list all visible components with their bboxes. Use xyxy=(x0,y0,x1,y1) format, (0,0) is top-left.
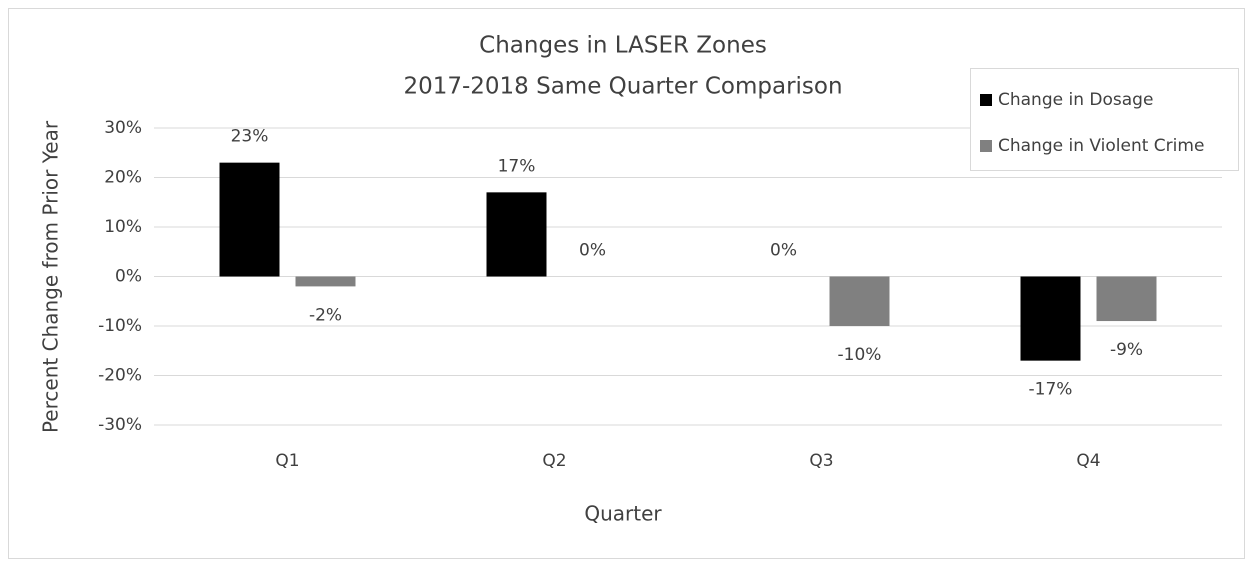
bar xyxy=(486,192,547,277)
legend-label: Change in Dosage xyxy=(998,90,1153,110)
chart-subtitle: 2017-2018 Same Quarter Comparison xyxy=(403,74,842,100)
x-tick-label: Q3 xyxy=(809,451,833,471)
bar xyxy=(219,162,280,277)
data-label: -2% xyxy=(309,305,342,325)
legend-label: Change in Violent Crime xyxy=(998,136,1204,156)
chart-title: Changes in LASER Zones xyxy=(479,33,767,59)
bar xyxy=(829,276,890,326)
y-axis-label: Percent Change from Prior Year xyxy=(39,120,63,433)
bar xyxy=(1020,276,1081,361)
x-tick-label: Q4 xyxy=(1076,451,1100,471)
x-tick-label: Q2 xyxy=(542,451,566,471)
y-tick-label: -20% xyxy=(98,366,142,386)
data-label: -17% xyxy=(1029,380,1073,400)
data-label: -10% xyxy=(838,345,882,365)
y-tick-label: 20% xyxy=(104,168,142,188)
data-label: 0% xyxy=(770,241,797,261)
data-label: 0% xyxy=(579,241,606,261)
legend-box xyxy=(970,68,1239,171)
y-tick-label: 10% xyxy=(104,217,142,237)
legend-swatch xyxy=(980,94,992,106)
y-tick-label: -10% xyxy=(98,316,142,336)
data-label: -9% xyxy=(1110,340,1143,360)
y-tick-label: 0% xyxy=(115,267,142,287)
y-tick-label: -30% xyxy=(98,415,142,435)
bar xyxy=(295,276,356,287)
y-tick-label: 30% xyxy=(104,118,142,138)
data-label: 23% xyxy=(231,127,269,147)
x-axis-label: Quarter xyxy=(584,502,662,526)
legend-swatch xyxy=(980,140,992,152)
x-tick-label: Q1 xyxy=(275,451,299,471)
data-label: 17% xyxy=(498,156,536,176)
bar xyxy=(1096,276,1157,322)
